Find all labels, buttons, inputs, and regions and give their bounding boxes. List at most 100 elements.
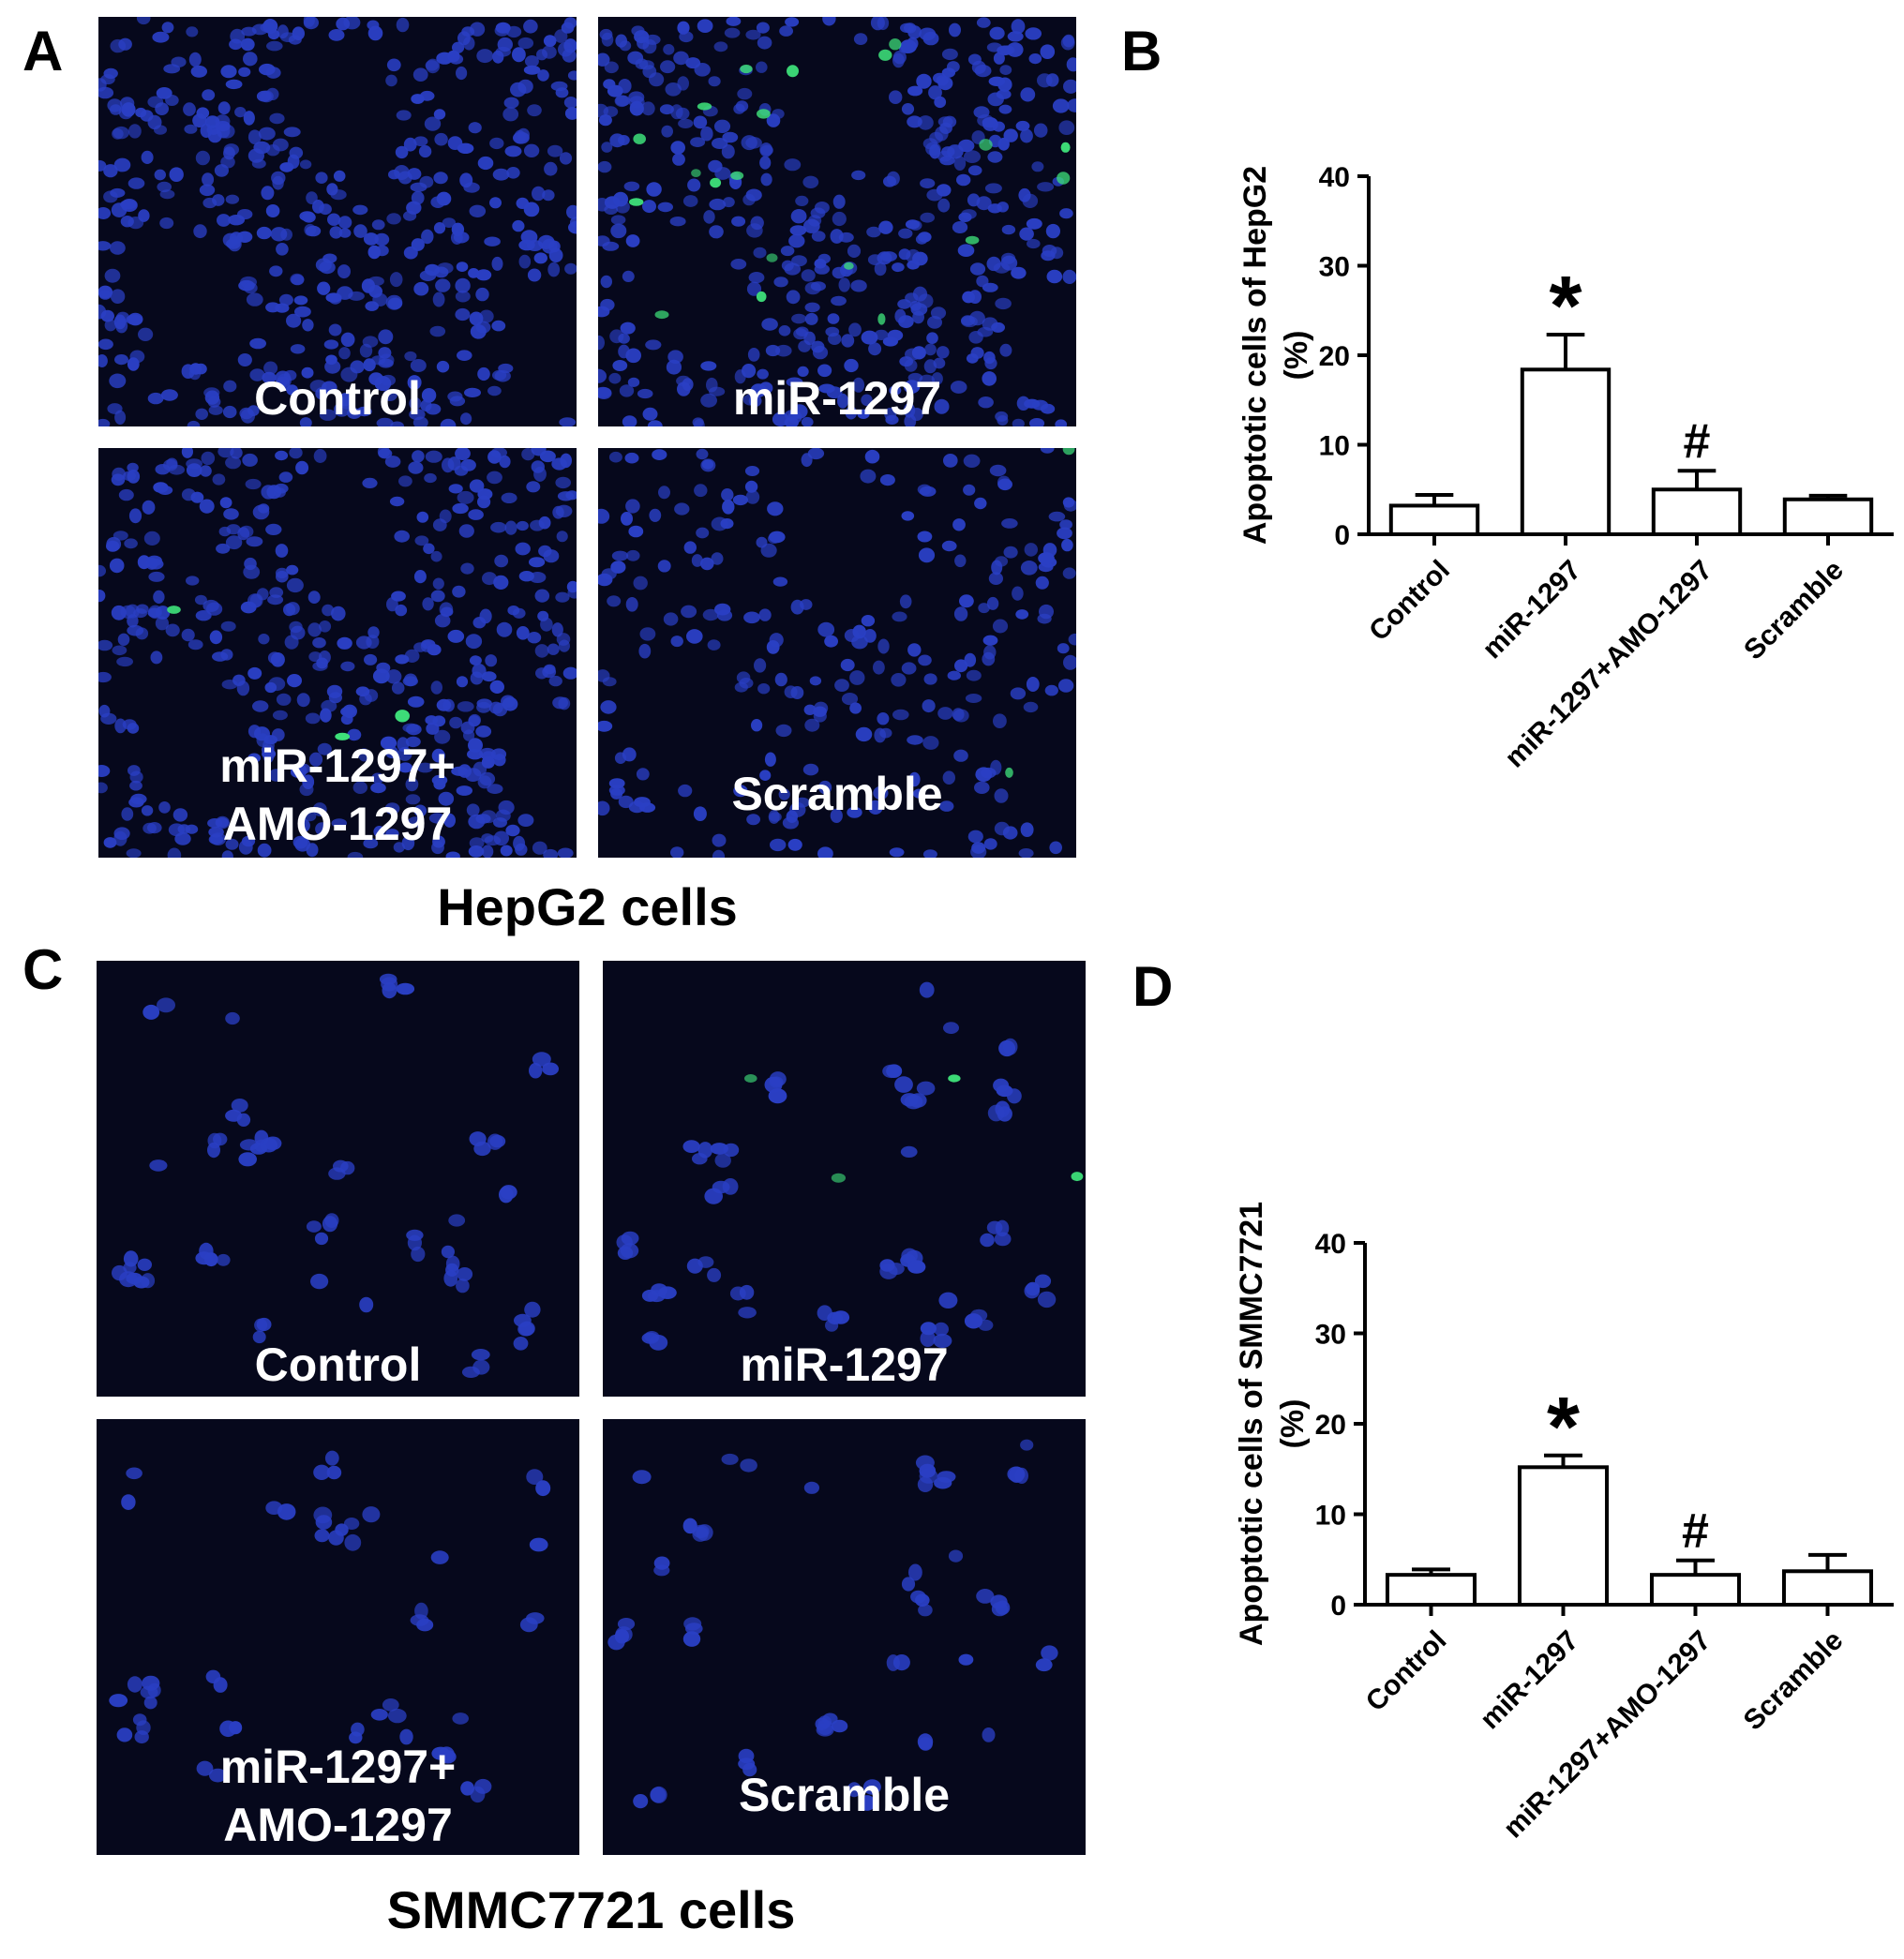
nucleus [318,651,331,665]
nucleus [468,738,483,753]
nucleus [803,1481,819,1494]
nucleus [967,830,983,844]
nucleus [370,1709,388,1721]
apoptotic-nucleus [697,102,712,111]
nucleus [786,810,798,823]
nucleus [1037,182,1055,192]
nucleus [1045,223,1060,239]
nucleus [534,589,550,603]
nucleus [970,1308,988,1323]
nucleus [308,752,323,767]
nucleus [218,526,232,537]
nucleus [1035,1658,1053,1672]
nucleus [238,67,251,77]
nucleus [411,238,425,251]
nucleus [937,150,952,162]
nucleus [243,564,261,579]
nucleus [395,604,408,617]
nucleus [427,644,442,656]
nucleus [434,614,451,628]
nucleus [786,377,803,387]
nucleus [416,511,429,523]
nucleus [433,779,446,790]
nucleus [548,675,562,687]
nucleus [626,549,640,561]
y-tick-label: 10 [1315,1501,1346,1532]
nucleus [1011,19,1026,35]
nucleus [1026,217,1042,230]
nucleus [385,829,399,839]
nucleus [849,702,862,714]
nucleus [677,21,690,35]
cell-field [607,1439,1058,1811]
nucleus [403,673,418,687]
nucleus [315,172,328,184]
nucleus [378,448,393,459]
nucleus [838,277,850,292]
nucleus [517,127,530,142]
nucleus [831,295,847,307]
nucleus [213,1677,228,1693]
nucleus [225,1109,243,1122]
nucleus [621,512,633,526]
nucleus [322,604,335,617]
nucleus [337,264,351,279]
nucleus [367,245,382,260]
nucleus [548,240,561,253]
nucleus [435,278,451,292]
hepg2-control-label: Control [98,369,577,426]
nucleus [184,124,198,134]
hepg2-mir1297-label: miR-1297 [598,369,1076,426]
nucleus [1033,123,1048,138]
nucleus [759,770,772,781]
nucleus [864,449,880,464]
nucleus [941,48,958,61]
nucleus [903,380,921,394]
nucleus [439,509,452,524]
nucleus [1067,98,1076,112]
nucleus [98,564,106,577]
nucleus [381,374,397,386]
nucleus [328,29,345,41]
nucleus [317,281,331,295]
nucleus [700,557,714,571]
nucleus [970,347,984,359]
nucleus [700,393,717,408]
nucleus [623,181,640,191]
nucleus [385,669,402,684]
nucleus [768,810,780,824]
nucleus [791,313,807,324]
nucleus [809,676,822,686]
nucleus [199,499,215,514]
nucleus [294,837,311,852]
y-tick-label: 0 [1334,520,1350,551]
nucleus [296,693,310,708]
nucleus [495,809,511,822]
nucleus [657,560,671,573]
nucleus [604,204,619,215]
cell-field [109,1450,551,1803]
nucleus [448,484,463,494]
nucleus [691,554,703,567]
nucleus [484,236,501,247]
nucleus [601,568,617,580]
nucleus [1002,1038,1018,1055]
apoptotic-nucleus [1071,1172,1084,1182]
nucleus [772,576,788,587]
nucleus [952,221,968,233]
nucleus [517,814,534,827]
nucleus [98,86,114,99]
nucleus [276,693,292,706]
nucleus [744,480,758,493]
nucleus [229,1721,243,1735]
nucleus [937,1471,956,1483]
apoptotic-nucleus [629,198,644,206]
nucleus [863,629,877,643]
nucleus [111,605,127,621]
nucleus [121,807,134,821]
label-line: miR-1297+ [219,740,456,792]
nucleus [533,252,547,264]
nucleus [457,490,474,504]
nucleus [841,334,855,348]
hepg2-mir1297-amo1297-label: miR-1297+ AMO-1297 [98,737,577,853]
